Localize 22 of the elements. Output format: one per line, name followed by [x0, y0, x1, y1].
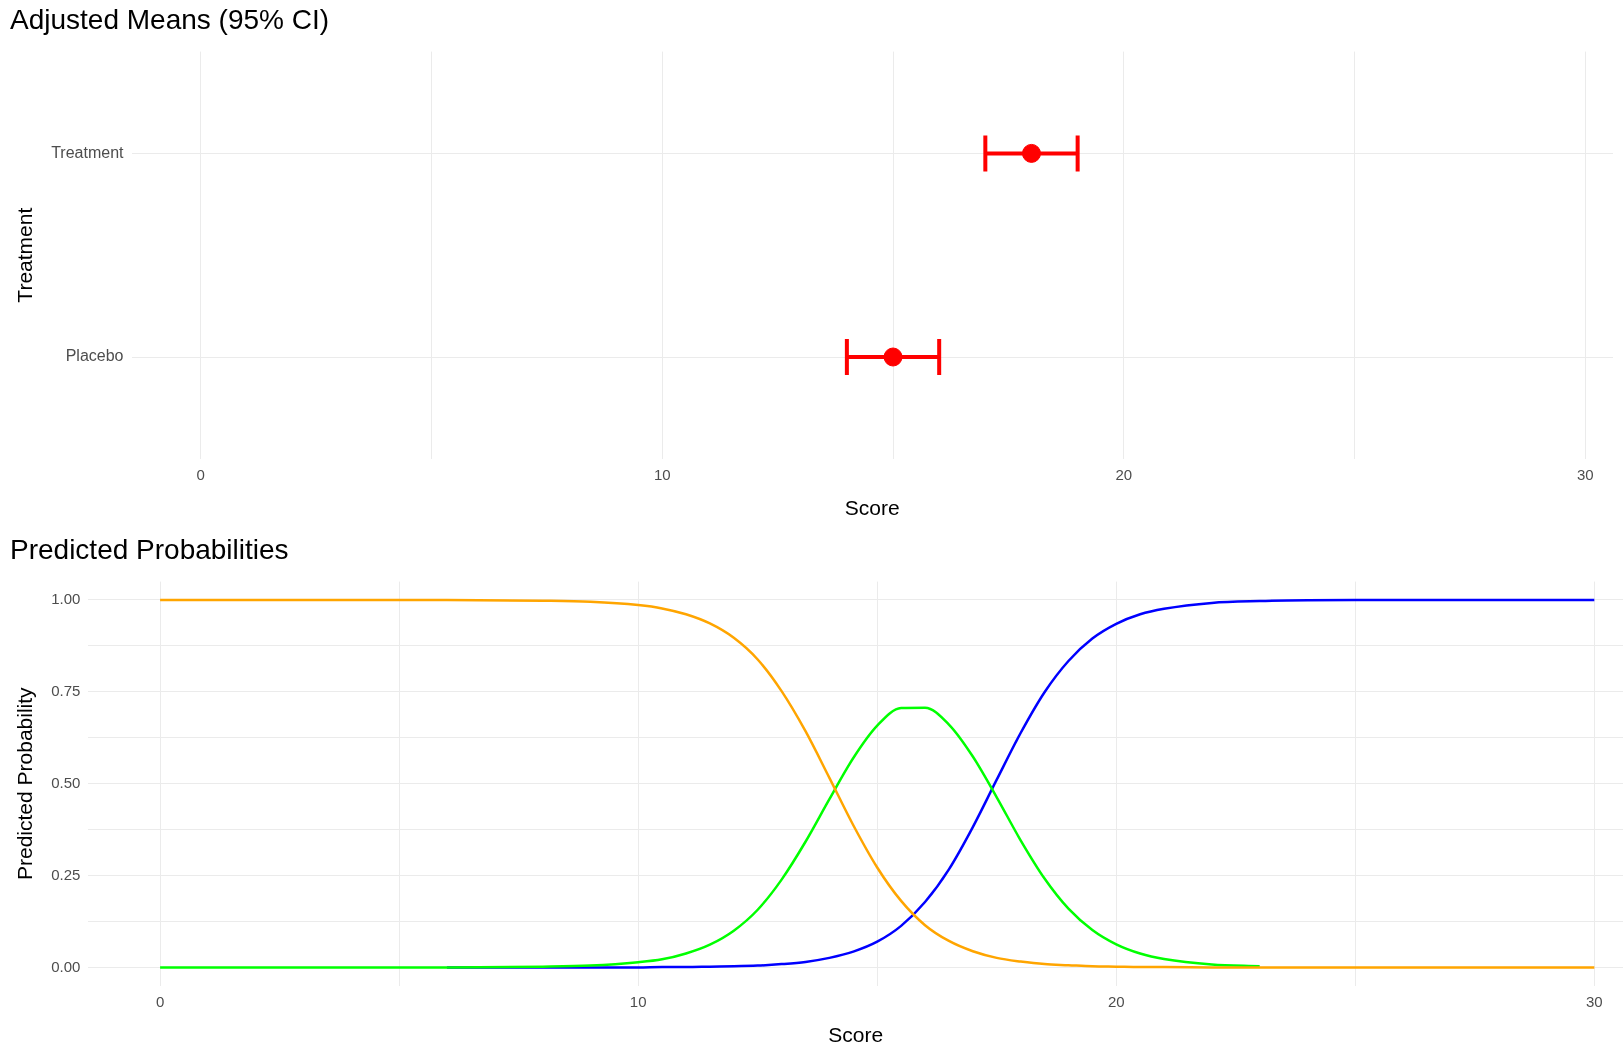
- y-tick-label: 0.75: [51, 681, 81, 699]
- x-tick-label: 20: [1115, 465, 1133, 483]
- y-tick-label: Placebo: [65, 347, 124, 365]
- y-tick-label: 1.00: [51, 590, 81, 608]
- y-tick-label: Treatment: [51, 143, 125, 161]
- y-tick-label: 0.25: [51, 865, 81, 883]
- x-tick-label: 30: [1576, 465, 1594, 483]
- chart-title: Predicted Probabilities: [10, 533, 289, 565]
- x-tick-label: 30: [1585, 992, 1603, 1010]
- y-tick-label: 0.50: [51, 773, 81, 791]
- y-axis-title: Predicted Probability: [13, 686, 37, 880]
- x-axis-title: Score: [844, 496, 900, 520]
- chart-title: Adjusted Means (95% CI): [10, 3, 330, 35]
- x-tick-label: 0: [155, 992, 165, 1010]
- x-tick-label: 0: [196, 465, 205, 483]
- x-tick-label: 10: [653, 465, 671, 483]
- line-series: [158, 706, 1261, 969]
- x-tick-label: 10: [629, 992, 647, 1010]
- y-tick-label: 0.00: [51, 957, 81, 975]
- x-axis-title: Score: [828, 1023, 884, 1047]
- x-tick-label: 20: [1107, 992, 1125, 1010]
- line-series: [158, 598, 1596, 969]
